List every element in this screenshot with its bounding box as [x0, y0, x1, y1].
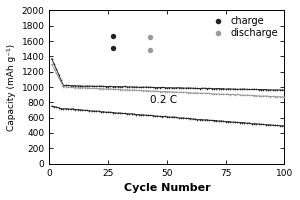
Point: [110, 46, 115, 50]
Point: [148, 48, 153, 51]
Y-axis label: Capacity (mAh g⁻¹): Capacity (mAh g⁻¹): [7, 43, 16, 131]
Text: 0.2 C: 0.2 C: [150, 95, 178, 105]
Point: [148, 36, 153, 39]
Point: [110, 34, 115, 37]
X-axis label: Cycle Number: Cycle Number: [124, 183, 210, 193]
Legend: charge, discharge: charge, discharge: [208, 15, 280, 39]
